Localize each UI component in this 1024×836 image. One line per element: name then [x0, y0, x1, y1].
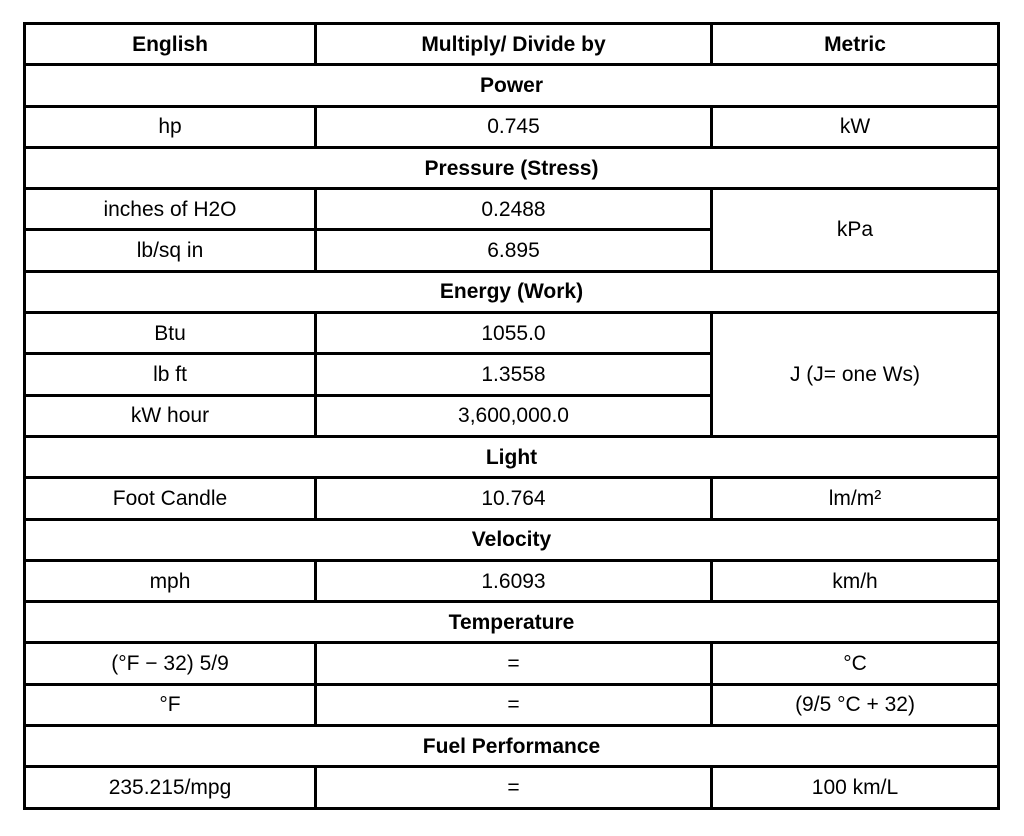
metric-unit: lm/m² [710, 476, 1000, 521]
table-row: hp 0.745 kW [23, 104, 1000, 149]
table-row: inches of H2O 0.2488 kPa [23, 187, 1000, 273]
conversion-factor: = [314, 682, 713, 728]
section-row: Power [23, 63, 1000, 108]
section-row: Pressure (Stress) [23, 145, 1000, 191]
header-factor: Multiply/ Divide by [314, 21, 713, 67]
english-unit: (°F − 32) 5/9 [23, 641, 317, 686]
english-unit: 235.215/mpg [23, 765, 317, 810]
table-row: °F = (9/5 °C + 32) [23, 682, 1000, 728]
section-row: Fuel Performance [23, 724, 1000, 769]
metric-unit: °C [710, 641, 1000, 686]
conversion-factor: 1055.0 [314, 311, 713, 356]
conversion-table: English Multiply/ Divide by Metric Power… [23, 21, 1000, 810]
table-row: mph 1.6093 km/h [23, 558, 1000, 604]
header-english: English [23, 21, 317, 67]
conversion-factor: 0.745 [314, 104, 713, 149]
english-unit: lb ft [23, 352, 317, 397]
metric-unit: kPa [710, 187, 1000, 273]
table-row: lb ft 1.3558 [23, 352, 999, 397]
english-unit: °F [23, 682, 317, 728]
table-row: kW hour 3,600,000.0 [23, 393, 999, 438]
table-row: 235.215/mpg = 100 km/L [23, 765, 1000, 810]
section-title: Fuel Performance [23, 724, 1000, 769]
metric-unit: km/h [710, 558, 1000, 604]
english-unit: mph [23, 558, 317, 604]
section-title: Temperature [23, 600, 1000, 645]
section-title: Power [23, 63, 1000, 108]
english-unit: Foot Candle [23, 476, 317, 521]
metric-unit: (9/5 °C + 32) [710, 682, 1000, 728]
conversion-factor: 3,600,000.0 [314, 393, 713, 438]
header-row: English Multiply/ Divide by Metric [23, 21, 1000, 67]
english-unit: Btu [23, 311, 317, 356]
section-title: Energy (Work) [23, 269, 1000, 315]
section-title: Velocity [23, 517, 1000, 562]
section-row: Light [23, 434, 1000, 480]
conversion-factor: 0.2488 [314, 187, 713, 232]
english-unit: inches of H2O [23, 187, 317, 232]
metric-unit: kW [710, 104, 1000, 149]
section-title: Light [23, 434, 1000, 480]
conversion-factor: = [314, 765, 713, 810]
conversion-factor: 6.895 [314, 228, 713, 273]
section-row: Velocity [23, 517, 1000, 562]
conversion-factor: 10.764 [314, 476, 713, 521]
conversion-factor: 1.3558 [314, 352, 713, 397]
english-unit: hp [23, 104, 317, 149]
table-row: (°F − 32) 5/9 = °C [23, 641, 1000, 686]
section-title: Pressure (Stress) [23, 145, 1000, 191]
conversion-factor: 1.6093 [314, 558, 713, 604]
header-metric: Metric [710, 21, 1000, 67]
section-row: Temperature [23, 600, 1000, 645]
table-row: lb/sq in 6.895 [23, 228, 999, 273]
english-unit: lb/sq in [23, 228, 317, 273]
section-row: Energy (Work) [23, 269, 1000, 315]
conversion-factor: = [314, 641, 713, 686]
english-unit: kW hour [23, 393, 317, 438]
table-row: Btu 1055.0 J (J= one Ws) [23, 311, 1000, 438]
table-row: Foot Candle 10.764 lm/m² [23, 476, 1000, 521]
metric-unit: 100 km/L [710, 765, 1000, 810]
metric-unit: J (J= one Ws) [710, 311, 1000, 438]
